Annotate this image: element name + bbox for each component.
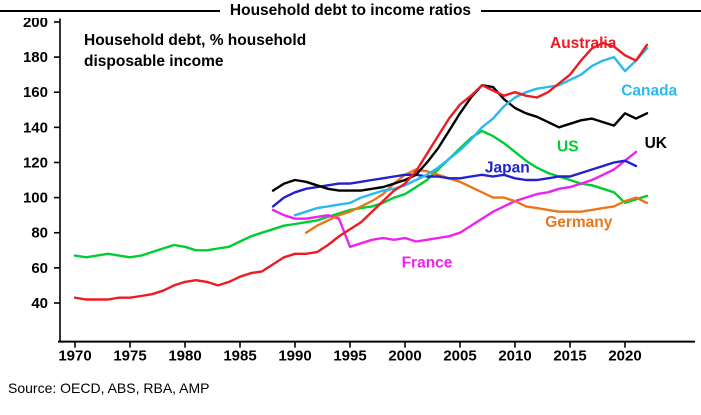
series-label-us: US <box>557 139 579 156</box>
x-axis-tick-label: 1980 <box>168 348 201 365</box>
y-axis-tick-label: 180 <box>23 49 48 66</box>
series-label-australia: Australia <box>550 35 617 52</box>
x-axis-tick-label: 2015 <box>553 348 586 365</box>
y-axis-tick-label: 60 <box>31 260 48 277</box>
annotation-line-2: disposable income <box>84 53 224 70</box>
series-label-uk: UK <box>645 135 668 152</box>
x-axis-tick-label: 1990 <box>278 348 311 365</box>
series-line-germany <box>304 168 649 234</box>
annotation-line-1: Household debt, % household <box>84 32 307 49</box>
series-line-japan <box>271 159 638 208</box>
x-axis-tick-label: 1975 <box>113 348 146 365</box>
x-axis-tick-label: 2020 <box>608 348 641 365</box>
y-axis-tick-label: 140 <box>23 119 48 136</box>
series-label-japan: Japan <box>485 160 530 177</box>
series-label-germany: Germany <box>545 214 613 231</box>
y-axis-tick-label: 200 <box>23 18 48 31</box>
x-axis-tick-label: 1995 <box>333 348 366 365</box>
source-text: Source: OECD, ABS, RBA, AMP <box>8 380 210 396</box>
chart-annotation: Household debt, % household disposable i… <box>84 30 306 72</box>
y-axis-tick-label: 100 <box>23 190 48 207</box>
title-wrap: Household debt to income ratios <box>0 0 701 21</box>
x-axis-tick-label: 2010 <box>498 348 531 365</box>
x-axis-tick-label: 1985 <box>223 348 256 365</box>
series-line-australia <box>73 41 649 301</box>
series-line-uk <box>271 83 649 192</box>
y-axis-tick-label: 160 <box>23 84 48 101</box>
series-line-canada <box>293 47 649 217</box>
chart-title: Household debt to income ratios <box>219 0 482 21</box>
y-axis-tick-label: 80 <box>31 225 48 242</box>
chart-plot: 40 60 80 100 120 140 160 180 200 1970 1975 1980 1985… <box>23 18 695 365</box>
y-axis-tick-label: 40 <box>31 295 48 312</box>
series-label-canada: Canada <box>621 82 677 99</box>
x-axis-tick-label: 2005 <box>443 348 476 365</box>
y-axis-tick-label: 120 <box>23 154 48 171</box>
series-line-us <box>73 129 649 259</box>
series-line-france <box>271 150 638 249</box>
series-label-france: France <box>402 255 453 272</box>
x-axis-tick-label: 1970 <box>58 348 91 365</box>
x-axis-tick-label: 2000 <box>388 348 421 365</box>
